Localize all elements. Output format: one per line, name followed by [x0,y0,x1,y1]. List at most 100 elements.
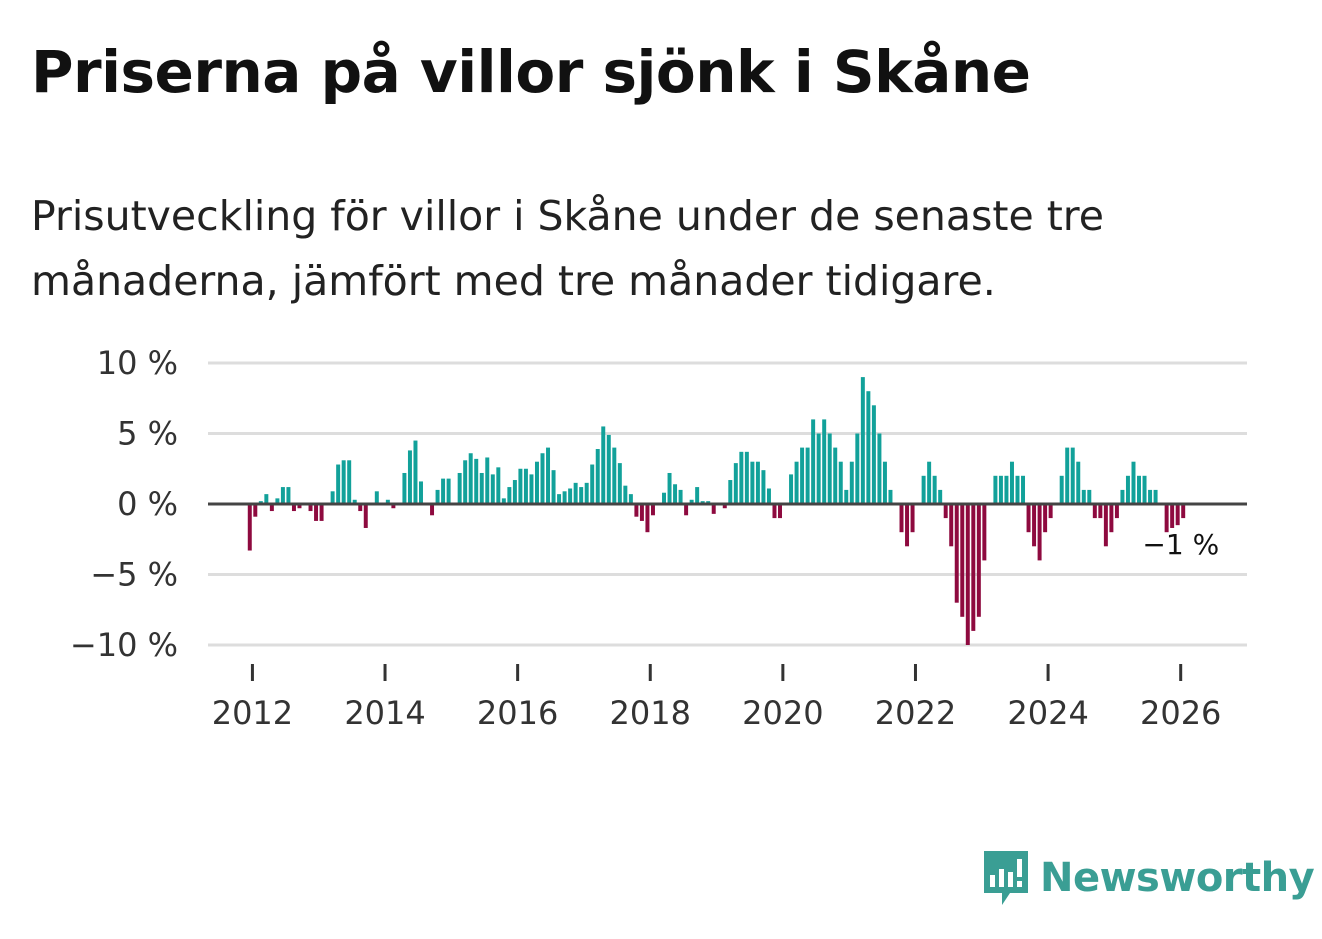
bar [794,461,799,504]
bar [860,377,865,504]
bar [617,463,622,504]
bar [297,504,302,509]
bar [1164,504,1169,533]
bar [949,504,954,547]
bar [247,504,252,551]
bar [512,480,517,504]
bar [766,488,771,504]
bar [778,504,782,519]
bar [662,492,666,504]
bar [1048,504,1053,519]
bars [247,377,1186,645]
bar [1181,504,1186,519]
bar [1015,475,1020,504]
bar [711,504,716,514]
y-tick-label: −10 % [70,626,178,664]
bar [1148,489,1153,504]
bar [336,464,341,504]
x-tick-label: 2016 [477,694,558,732]
bar [1092,504,1097,519]
bar [998,475,1003,504]
bar [468,453,473,504]
bar [811,419,816,504]
bar [1142,475,1147,504]
bar [1076,461,1081,504]
bar [755,461,760,504]
bar [833,447,838,504]
bar [590,464,595,504]
bar [866,391,871,504]
bar [435,489,440,504]
newsworthy-logo[interactable]: Newsworthy [980,846,1315,910]
bar [678,489,683,504]
bar [684,504,689,516]
bar [1109,504,1114,533]
x-tick-label: 2020 [742,694,823,732]
bar [993,475,998,504]
bar [479,472,484,504]
bar [1170,504,1175,528]
bar [1021,475,1026,504]
bar [921,475,926,504]
brand-name: Newsworthy [1040,855,1315,901]
x-tick-label: 2018 [610,694,691,732]
bar [871,405,876,504]
bar [673,484,678,504]
bar [441,478,446,504]
bar [579,487,584,504]
bar [606,434,611,504]
bar [938,489,943,504]
bar [739,451,744,504]
bar [1175,504,1180,526]
bar [419,481,423,504]
bar [827,433,832,504]
bar [601,426,606,504]
bar [330,491,335,504]
bar [347,460,352,504]
bar [744,451,749,504]
bar [1125,475,1130,504]
bar [562,491,567,504]
bar [474,458,479,504]
y-tick-label: 0 % [117,485,178,523]
bar [402,472,407,504]
bar [490,474,495,504]
bar [1137,475,1141,504]
bar [407,450,412,504]
bar [534,461,539,504]
bar [960,504,965,617]
bar [430,504,435,516]
bar [275,498,280,504]
bar [551,470,556,504]
bar [910,504,915,533]
bar [269,504,274,512]
y-tick-label: 5 % [117,415,178,453]
bar [982,504,987,561]
bar [877,433,882,504]
bar [264,494,269,504]
bar [722,504,727,509]
bar [855,433,860,504]
bar [650,504,655,516]
bar [568,488,573,504]
x-tick-label: 2014 [344,694,425,732]
bar [1098,504,1103,519]
bar [374,491,379,504]
bar [849,461,854,504]
gridlines [208,361,1247,647]
bar [1032,504,1037,547]
bar [971,504,976,631]
bar [822,419,827,504]
bar-chart: 10 % 5 % 0 % −5 % −10 % 2012 2014 2016 2018 2020… [70,344,1247,732]
bar [805,447,810,504]
bar [523,468,528,504]
x-tick-label: 2022 [875,694,956,732]
bar [667,472,672,504]
bar [291,504,296,512]
bar [761,470,766,504]
bar [816,433,821,504]
bar [695,487,700,504]
bar [253,504,258,517]
chart-title: Priserna på villor sjönk i Skåne [31,38,1031,106]
bar [557,494,562,504]
